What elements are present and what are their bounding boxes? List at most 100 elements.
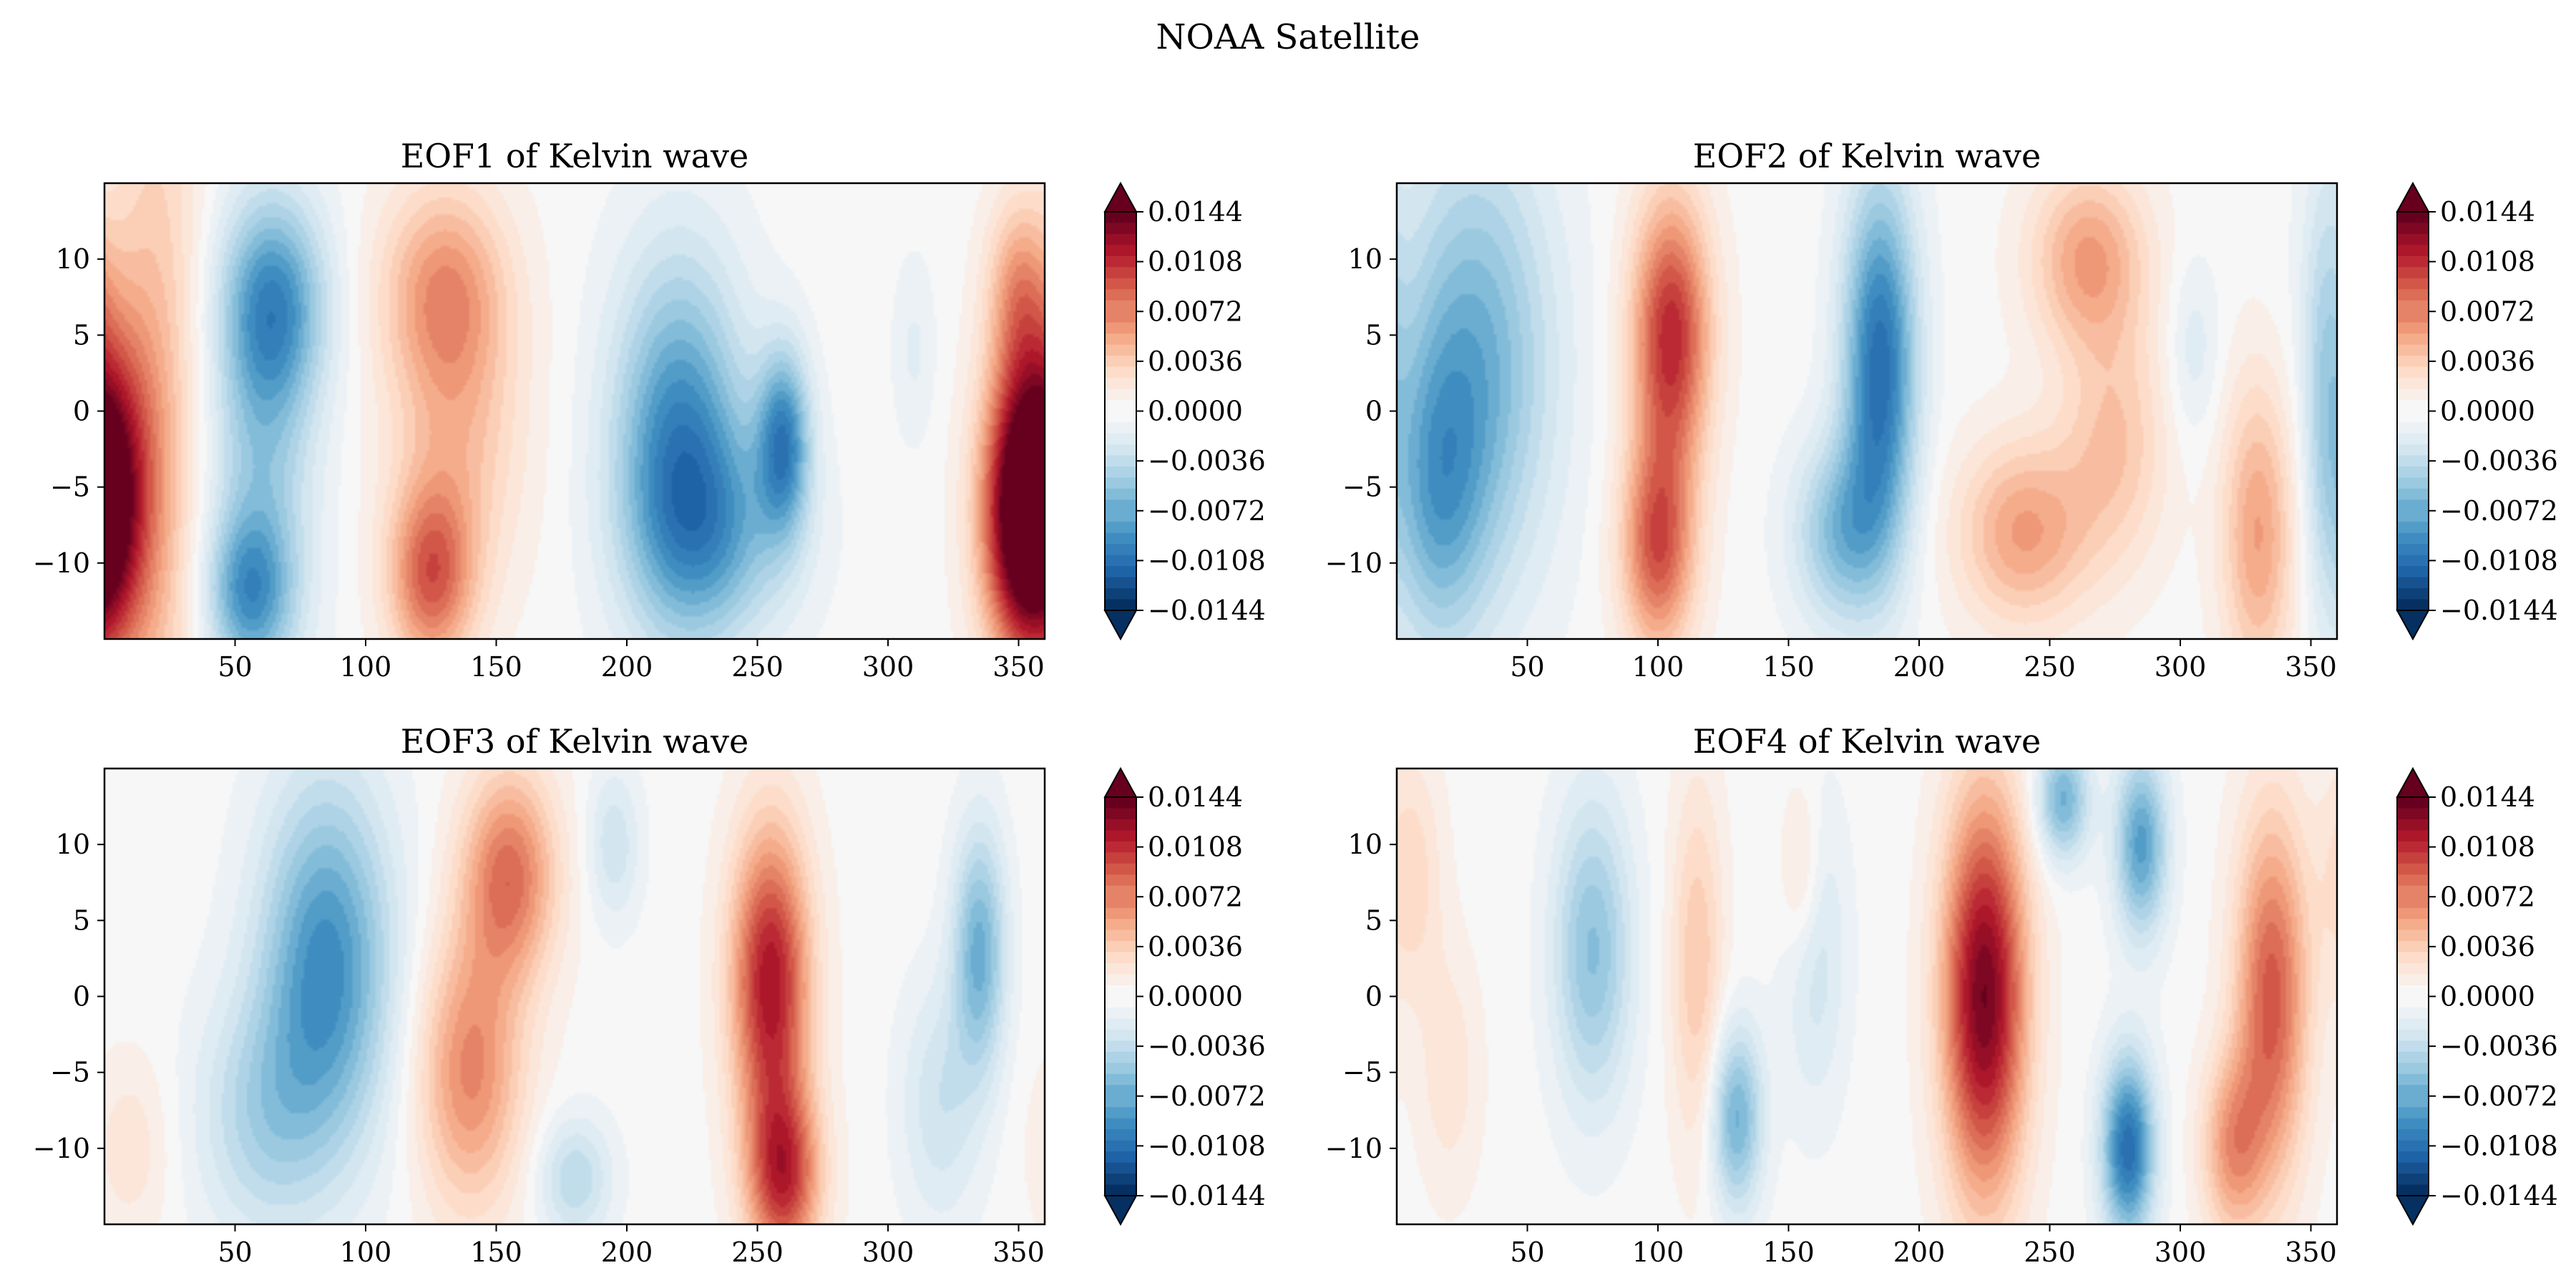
colorbar-segment bbox=[2397, 344, 2429, 356]
colorbar-extend-min bbox=[1103, 1195, 1138, 1226]
colorbar-segment bbox=[1105, 852, 1136, 864]
colorbar-segment bbox=[1105, 1129, 1136, 1141]
colorbar-segment bbox=[2397, 930, 2429, 942]
colorbar-segment bbox=[2397, 808, 2429, 820]
colorbar-segment bbox=[2397, 421, 2429, 434]
colorbar-tick-label: 0.0000 bbox=[1148, 981, 1243, 1013]
y-tick-label: 0 bbox=[73, 396, 90, 427]
colorbar-segment bbox=[1105, 1162, 1136, 1174]
colorbar-segment bbox=[2397, 223, 2429, 235]
y-tick-label: −10 bbox=[1325, 1133, 1382, 1164]
colorbar-tick-label: −0.0108 bbox=[2440, 1130, 2558, 1161]
y-tick-label: 10 bbox=[1348, 243, 1382, 275]
colorbar-segment bbox=[2397, 499, 2429, 512]
colorbar-segment bbox=[2397, 245, 2429, 257]
colorbar-segment bbox=[2397, 1129, 2429, 1141]
y-tick-label: −5 bbox=[1342, 1057, 1382, 1088]
x-tick-label: 350 bbox=[992, 1236, 1045, 1268]
colorbar-segment bbox=[1105, 566, 1136, 578]
colorbar-segment bbox=[1105, 466, 1136, 478]
colorbar-tick-label: −0.0036 bbox=[2440, 1030, 2558, 1062]
colorbar-tick-label: −0.0108 bbox=[1148, 1130, 1266, 1161]
colorbar-segment bbox=[1105, 1051, 1136, 1063]
colorbar-segment bbox=[1105, 1118, 1136, 1130]
eof-field-image bbox=[1397, 183, 2337, 639]
colorbar-tick-label: −0.0108 bbox=[1148, 545, 1266, 576]
colorbar-tick-label: −0.0072 bbox=[1148, 1080, 1266, 1112]
x-tick-label: 200 bbox=[601, 1236, 653, 1268]
colorbar-segment bbox=[2397, 852, 2429, 864]
colorbar-segment bbox=[2397, 1073, 2429, 1085]
colorbar-segment bbox=[2397, 577, 2429, 589]
x-tick-label: 350 bbox=[992, 651, 1045, 683]
colorbar-segment bbox=[2397, 1118, 2429, 1130]
y-tick-label: 0 bbox=[73, 981, 90, 1013]
colorbar-segment bbox=[2397, 212, 2429, 224]
colorbar-segment bbox=[2397, 1007, 2429, 1020]
colorbar-tick-label: −0.0036 bbox=[2440, 445, 2558, 477]
x-tick-label: 100 bbox=[340, 1236, 392, 1268]
colorbar-segment bbox=[2397, 455, 2429, 467]
colorbar-segment bbox=[1105, 255, 1136, 268]
x-tick-label: 100 bbox=[1632, 651, 1684, 683]
colorbar-tick-label: −0.0144 bbox=[1148, 595, 1266, 626]
colorbar-segment bbox=[2397, 830, 2429, 842]
x-tick-label: 300 bbox=[2155, 651, 2207, 683]
x-tick-label: 150 bbox=[1762, 1236, 1815, 1268]
x-tick-label: 50 bbox=[1510, 651, 1544, 683]
colorbar-segment bbox=[2397, 919, 2429, 931]
colorbar-segment bbox=[2397, 1096, 2429, 1108]
colorbar-segment bbox=[1105, 1085, 1136, 1097]
y-tick-label: 10 bbox=[56, 829, 90, 860]
colorbar-tick-label: −0.0036 bbox=[1148, 1030, 1266, 1062]
colorbar-segment bbox=[2397, 819, 2429, 831]
x-tick-label: 150 bbox=[470, 651, 522, 683]
colorbar-extend-max bbox=[1103, 181, 1138, 213]
colorbar-tick-label: 0.0108 bbox=[2440, 831, 2535, 863]
colorbar-tick-label: −0.0036 bbox=[1148, 445, 1266, 477]
colorbar-segment bbox=[1105, 599, 1136, 611]
colorbar-tick-label: −0.0144 bbox=[1148, 1180, 1266, 1211]
x-tick-label: 250 bbox=[731, 1236, 784, 1268]
colorbar-tick-label: −0.0144 bbox=[2440, 1180, 2558, 1211]
colorbar-segment bbox=[1105, 311, 1136, 323]
colorbar-segment bbox=[2397, 289, 2429, 301]
colorbar-segment bbox=[1105, 356, 1136, 368]
colorbar-segment bbox=[2397, 952, 2429, 964]
colorbar-segment bbox=[1105, 808, 1136, 820]
x-tick-label: 100 bbox=[1632, 1236, 1684, 1268]
eof-field-image bbox=[1397, 769, 2337, 1224]
x-tick-label: 250 bbox=[731, 651, 784, 683]
colorbar-segment bbox=[2397, 874, 2429, 887]
x-tick-label: 250 bbox=[2024, 1236, 2076, 1268]
colorbar-segment bbox=[2397, 488, 2429, 500]
colorbar-segment bbox=[1105, 411, 1136, 423]
figure-suptitle: NOAA Satellite bbox=[1156, 17, 1420, 57]
colorbar-segment bbox=[1105, 344, 1136, 356]
colorbar-segment bbox=[2397, 588, 2429, 600]
colorbar-tick-label: 0.0144 bbox=[2440, 781, 2535, 813]
colorbar-segment bbox=[2397, 1162, 2429, 1174]
colorbar-segment bbox=[2397, 522, 2429, 534]
colorbar-tick-label: 0.0036 bbox=[1148, 346, 1243, 377]
colorbar-tick-label: 0.0072 bbox=[1148, 881, 1243, 912]
colorbar-segment bbox=[1105, 841, 1136, 853]
colorbar-segment bbox=[2397, 356, 2429, 368]
y-tick-label: 5 bbox=[73, 904, 90, 936]
colorbar-segment bbox=[2397, 278, 2429, 290]
colorbar-segment bbox=[1105, 212, 1136, 224]
eof-field-image bbox=[104, 183, 1045, 639]
colorbar-segment bbox=[2397, 322, 2429, 334]
colorbar-segment bbox=[1105, 1151, 1136, 1163]
panel-title: EOF4 of Kelvin wave bbox=[1693, 722, 2041, 761]
colorbar-segment bbox=[1105, 289, 1136, 301]
colorbar-segment bbox=[1105, 963, 1136, 975]
colorbar-segment bbox=[1105, 919, 1136, 931]
y-tick-label: −10 bbox=[1325, 547, 1382, 579]
colorbar-tick-label: 0.0072 bbox=[2440, 296, 2535, 327]
colorbar-segment bbox=[2397, 797, 2429, 809]
colorbar-segment bbox=[1105, 1007, 1136, 1020]
x-tick-label: 250 bbox=[2024, 651, 2076, 683]
colorbar-segment bbox=[1105, 863, 1136, 875]
